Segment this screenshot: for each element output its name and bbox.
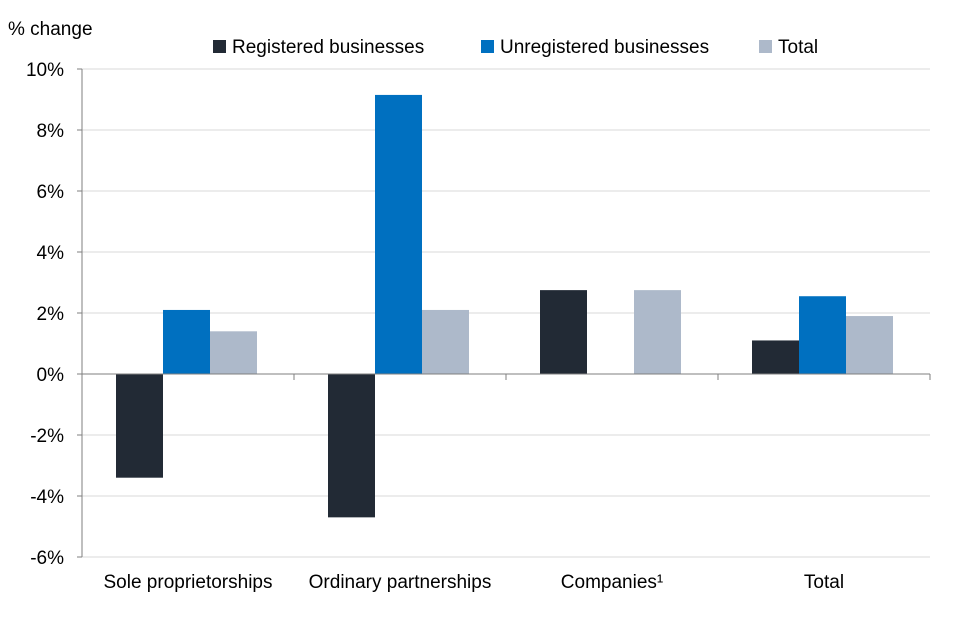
bars: [116, 94, 893, 518]
y-tick-label: 10%: [26, 60, 64, 81]
category-label: Companies¹: [561, 572, 663, 593]
y-tick-label: 4%: [37, 243, 65, 264]
bar: [375, 94, 422, 375]
legend-label: Registered businesses: [232, 37, 424, 58]
bar: [210, 331, 257, 374]
y-tick-label: -4%: [30, 487, 64, 508]
bar: [422, 309, 469, 374]
y-tick-label: -6%: [30, 548, 64, 569]
category-label: Total: [804, 572, 844, 593]
legend-swatch: [759, 40, 772, 53]
legend-label: Unregistered businesses: [500, 37, 709, 58]
bar: [163, 309, 210, 374]
bar: [634, 290, 681, 374]
y-tick-labels: 10% 8% 6% 4% 2% 0% -2% -4% -6%: [26, 60, 64, 569]
y-axis-label: % change: [8, 19, 93, 40]
legend: Registered businesses Unregistered busine…: [213, 37, 818, 58]
legend-swatch: [481, 40, 494, 53]
bar: [540, 290, 587, 374]
legend-label: Total: [778, 37, 818, 58]
category-label: Ordinary partnerships: [309, 572, 492, 593]
y-tick-label: -2%: [30, 426, 64, 447]
bar: [752, 340, 799, 374]
bar: [116, 374, 163, 478]
category-labels: Sole proprietorships Ordinary partnership…: [104, 572, 845, 593]
y-tick-label: 0%: [37, 365, 65, 386]
axes: [77, 68, 931, 558]
bar: [799, 296, 846, 374]
legend-swatch: [213, 40, 226, 53]
y-tick-label: 6%: [37, 182, 65, 203]
category-label: Sole proprietorships: [104, 572, 273, 593]
y-tick-label: 2%: [37, 304, 65, 325]
bar: [846, 316, 893, 374]
bar: [328, 374, 375, 518]
y-tick-label: 8%: [37, 121, 65, 142]
